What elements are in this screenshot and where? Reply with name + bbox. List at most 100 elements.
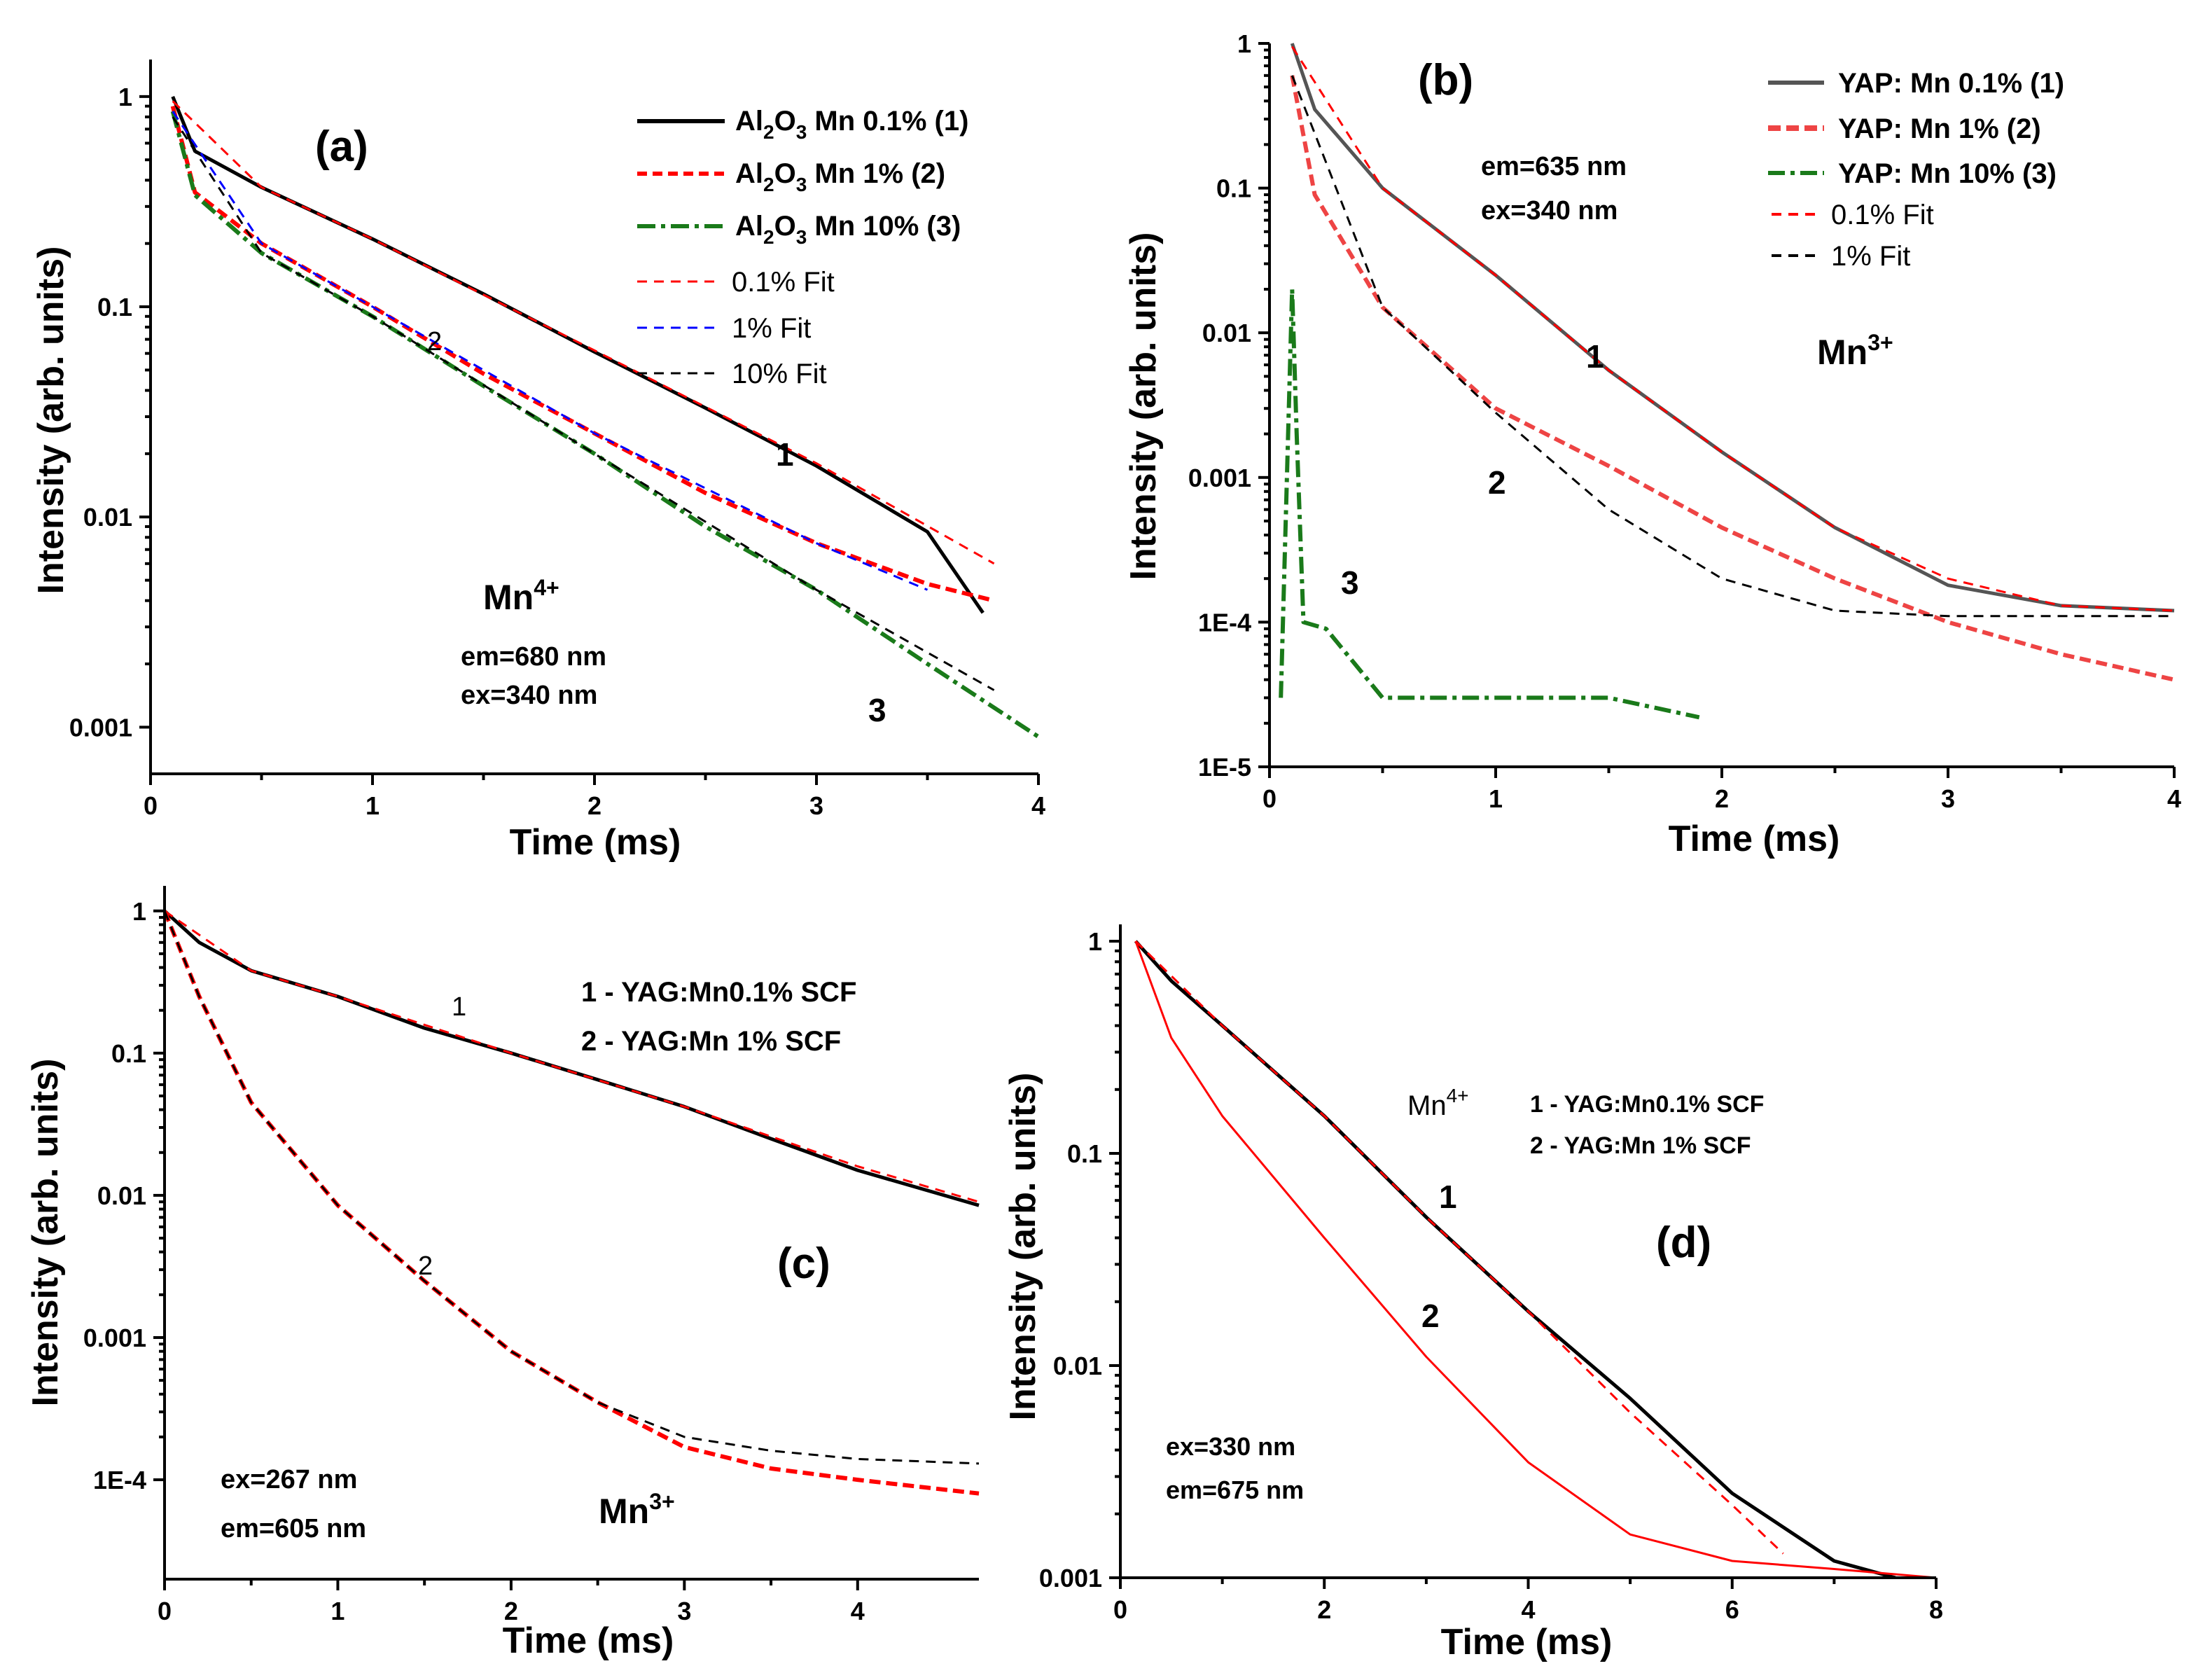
panel-b-em-label: em=635 nm bbox=[1481, 152, 1627, 181]
y-tick-label: 1 bbox=[132, 897, 146, 926]
y-tick-label: 1 bbox=[1088, 927, 1102, 956]
x-tick-label: 6 bbox=[1725, 1595, 1739, 1624]
series-line-fit-5 bbox=[172, 116, 995, 691]
x-tick-label: 8 bbox=[1929, 1595, 1943, 1624]
panel-a-ion-label: Mn4+ bbox=[483, 575, 559, 617]
panel-a-curve-label-1: 1 bbox=[776, 436, 794, 473]
legend-label-al2o3-10: Al2O3 Mn 10% (3) bbox=[735, 211, 961, 248]
panel-c-legend-1: 1 - YAG:Mn0.1% SCF bbox=[581, 977, 856, 1008]
legend-label-al2o3-1: Al2O3 Mn 1% (2) bbox=[735, 158, 945, 195]
panel-a-x-axis-title: Time (ms) bbox=[510, 822, 681, 863]
y-tick-label: 0.1 bbox=[1067, 1139, 1102, 1168]
x-tick-label: 2 bbox=[1317, 1595, 1331, 1624]
panel-b-x-axis-title: Time (ms) bbox=[1669, 819, 1840, 859]
series-line-0 bbox=[171, 95, 985, 614]
panel-a-ex-label: ex=340 nm bbox=[461, 681, 597, 710]
legend-label-al2o3-0.1: Al2O3 Mn 0.1% (1) bbox=[735, 106, 968, 143]
panel-c-ion-label: Mn3+ bbox=[599, 1489, 675, 1531]
legend-label-fit-10: 10% Fit bbox=[732, 359, 827, 389]
y-tick-label: 1 bbox=[118, 83, 132, 111]
legend-label-yap-1: YAP: Mn 1% (2) bbox=[1838, 113, 2041, 144]
x-tick-label: 0 bbox=[1113, 1595, 1127, 1624]
y-tick-label: 0.1 bbox=[111, 1039, 146, 1068]
panel-b-y-axis-title: Intensity (arb. units) bbox=[1123, 232, 1164, 581]
series-line-fit-4 bbox=[172, 111, 928, 591]
x-tick-label: 4 bbox=[1031, 791, 1045, 820]
panel-c-curve-label-2: 2 bbox=[418, 1251, 433, 1281]
panel-d-label: (d) bbox=[1656, 1219, 1711, 1267]
x-tick-label: 3 bbox=[677, 1597, 691, 1625]
y-tick-label: 0.01 bbox=[1053, 1352, 1102, 1380]
panel-c-plot-area bbox=[165, 909, 980, 1496]
panel-a-curve-label-2: 2 bbox=[427, 327, 442, 356]
panel-d-plot-area bbox=[1134, 940, 1937, 1578]
panel-b: 0 1 2 3 4 1E-5 1E-4 0.001 0.01 0.1 1 Time (ms) In… bbox=[1123, 29, 2181, 859]
panel-c-legend: 1 - YAG:Mn0.1% SCF 2 - YAG:Mn 1% SCF bbox=[581, 977, 856, 1057]
legend-label-fit-0.1: 0.1% Fit bbox=[732, 267, 835, 298]
panel-a-y-ticks: 0.001 0.01 0.1 1 bbox=[69, 83, 151, 742]
panel-c-em-label: em=605 nm bbox=[221, 1514, 366, 1543]
panel-d-ex-label: ex=330 nm bbox=[1166, 1432, 1295, 1461]
panel-d-ion-label: Mn4+ bbox=[1407, 1085, 1469, 1121]
legend-label-yap-10: YAP: Mn 10% (3) bbox=[1838, 158, 2057, 189]
x-tick-label: 2 bbox=[587, 791, 601, 820]
panel-a: 0 1 2 3 4 0.001 0.01 0.1 1 Time (ms) Intensity … bbox=[31, 60, 1045, 863]
series-line-0 bbox=[1134, 940, 1896, 1578]
series-line-fit-3 bbox=[165, 910, 980, 1465]
y-tick-label: 0.1 bbox=[1216, 174, 1251, 203]
y-tick-label: 1E-4 bbox=[93, 1466, 146, 1494]
y-tick-label: 1E-4 bbox=[1198, 608, 1251, 637]
panel-d-legend-2: 2 - YAG:Mn 1% SCF bbox=[1530, 1132, 1751, 1159]
series-line-1 bbox=[1290, 75, 2175, 682]
panel-a-legend: Al2O3 Mn 0.1% (1) Al2O3 Mn 1% (2) Al2O3 … bbox=[637, 106, 968, 389]
x-tick-label: 0 bbox=[144, 791, 158, 820]
panel-c: 0 1 2 3 4 1E-4 0.001 0.01 0.1 1 Time (ms) Intens… bbox=[25, 886, 980, 1661]
series-line-2 bbox=[1279, 287, 1700, 720]
series-line-1 bbox=[165, 910, 980, 1496]
panel-c-y-axis-title: Intensity (arb. units) bbox=[25, 1059, 66, 1407]
x-tick-label: 4 bbox=[2167, 784, 2181, 813]
series-line-0 bbox=[1290, 43, 2175, 613]
y-tick-label: 0.001 bbox=[1188, 464, 1251, 492]
panel-d-x-axis-title: Time (ms) bbox=[1441, 1622, 1613, 1662]
y-tick-label: 0.001 bbox=[83, 1324, 146, 1352]
panel-c-x-ticks: 0 1 2 3 4 bbox=[158, 1579, 865, 1625]
panel-c-legend-2: 2 - YAG:Mn 1% SCF bbox=[581, 1026, 841, 1057]
panel-d-y-axis-title: Intensity (arb. units) bbox=[1003, 1073, 1043, 1421]
y-tick-label: 0.01 bbox=[83, 503, 132, 532]
panel-d-y-ticks: 0.001 0.01 0.1 1 bbox=[1039, 927, 1120, 1592]
y-tick-label: 1E-5 bbox=[1198, 753, 1251, 782]
x-tick-label: 0 bbox=[158, 1597, 172, 1625]
x-tick-label: 1 bbox=[1489, 784, 1503, 813]
y-tick-label: 0.1 bbox=[97, 293, 132, 321]
panel-b-ex-label: ex=340 nm bbox=[1481, 196, 1618, 225]
x-tick-label: 2 bbox=[504, 1597, 518, 1625]
panel-c-y-ticks: 1E-4 0.001 0.01 0.1 1 bbox=[83, 897, 165, 1494]
panel-a-label: (a) bbox=[315, 123, 368, 171]
series-line-fit-3 bbox=[172, 100, 995, 565]
panel-b-label: (b) bbox=[1418, 56, 1473, 104]
panel-b-ion-label: Mn3+ bbox=[1817, 330, 1893, 372]
panel-c-ex-label: ex=267 nm bbox=[221, 1465, 357, 1494]
panel-b-curve-label-2: 2 bbox=[1488, 464, 1506, 501]
series-line-0 bbox=[165, 909, 980, 1207]
y-tick-label: 0.01 bbox=[97, 1181, 146, 1210]
panel-c-curve-label-1: 1 bbox=[452, 992, 466, 1022]
panel-d-curve-label-1: 1 bbox=[1439, 1179, 1457, 1215]
series-line-fit-2 bbox=[1134, 940, 1784, 1555]
panel-b-y-ticks: 1E-5 1E-4 0.001 0.01 0.1 1 bbox=[1188, 29, 1270, 782]
series-line-fit-3 bbox=[1291, 46, 2175, 612]
panel-b-curve-label-3: 3 bbox=[1341, 564, 1359, 601]
panel-d: 0 2 4 6 8 0.001 0.01 0.1 1 Time (ms) Intensity … bbox=[1003, 924, 1943, 1662]
legend-label-yap-0.1: YAP: Mn 0.1% (1) bbox=[1838, 68, 2064, 99]
y-tick-label: 1 bbox=[1237, 29, 1251, 58]
panel-a-plot-area bbox=[170, 95, 1040, 739]
legend-label-yap-fit-1: 1% Fit bbox=[1831, 241, 1910, 272]
series-line-fit-4 bbox=[1291, 75, 2174, 618]
panel-a-y-axis-title: Intensity (arb. units) bbox=[31, 247, 71, 595]
panel-a-curve-label-3: 3 bbox=[868, 692, 886, 728]
series-line-2 bbox=[170, 111, 1040, 739]
x-tick-label: 1 bbox=[366, 791, 380, 820]
series-line-1 bbox=[170, 105, 995, 603]
